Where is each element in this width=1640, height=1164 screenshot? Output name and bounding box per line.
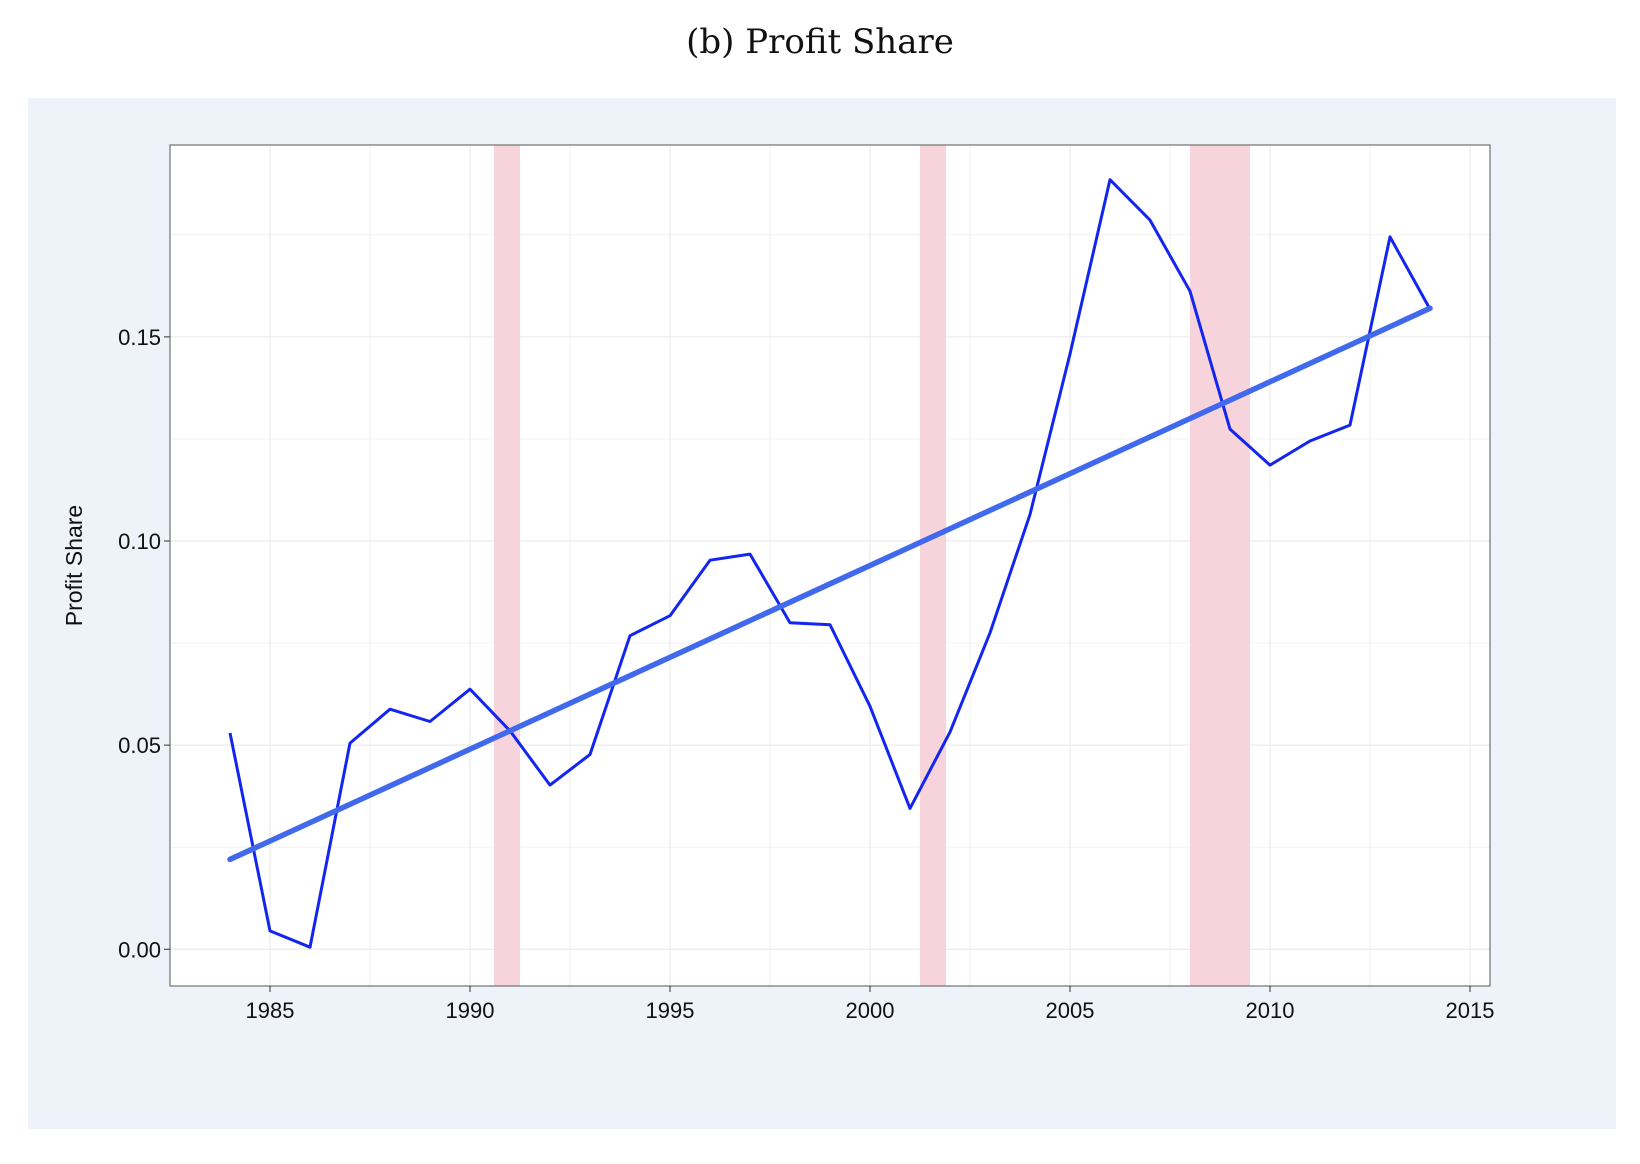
recession-band xyxy=(494,145,520,986)
x-tick-label: 2010 xyxy=(1246,998,1295,1023)
y-tick-label: 0.00 xyxy=(118,937,161,962)
x-tick-label: 1995 xyxy=(646,998,695,1023)
x-tick-label: 1990 xyxy=(446,998,495,1023)
recession-band xyxy=(1190,145,1250,986)
plot-frame xyxy=(169,144,1491,987)
y-tick-label: 0.15 xyxy=(118,325,161,350)
chart-title: (b) Profit Share xyxy=(686,22,954,62)
plot-area xyxy=(170,145,1490,986)
recession-band xyxy=(920,145,946,986)
y-tick-label: 0.10 xyxy=(118,529,161,554)
profit-share-chart: 1985 1990 1995 2000 2005 2010 2015 0.00 0.05 0.10… xyxy=(61,144,1495,1023)
chart-panel: 1985 1990 1995 2000 2005 2010 2015 0.00 0.05 0.10… xyxy=(28,98,1616,1129)
x-tick-label: 2000 xyxy=(846,998,895,1023)
x-tick-label: 1985 xyxy=(246,998,295,1023)
y-tick-label: 0.05 xyxy=(118,733,161,758)
y-axis-title: Profit Share xyxy=(61,505,87,626)
x-tick-label: 2015 xyxy=(1446,998,1495,1023)
trend-line xyxy=(227,305,1433,863)
profit-share-line xyxy=(228,178,1432,949)
x-tick-label: 2005 xyxy=(1046,998,1095,1023)
